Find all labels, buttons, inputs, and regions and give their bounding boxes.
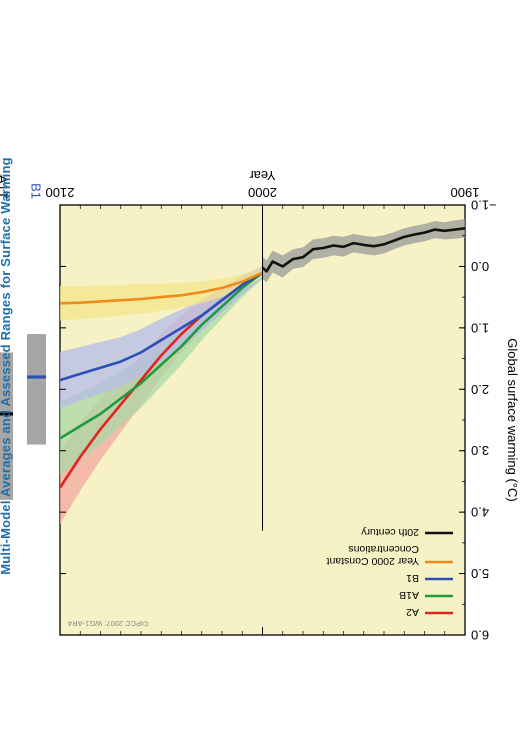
legend-label: Concentrations [348,543,419,555]
range-bar-a1t [0,352,13,500]
x-tick-label: 1900 [451,185,480,200]
band-b1 [60,266,263,409]
legend-label: 20th century [360,526,419,538]
y-tick-label: 4.0 [471,505,489,520]
legend-label: Year 2000 Constant [326,555,419,567]
range-label-b1: B1 [29,183,44,199]
legend-label: A2 [406,606,419,618]
legend-entry: B1 [406,572,453,584]
range-best-b1 [27,375,46,379]
line-a1b [59,271,264,440]
y-tick-label: 0.0 [471,259,489,274]
y-tick-label: 5.0 [471,566,489,581]
legend-label: A1B [399,589,419,601]
y-tick-label: 3.0 [471,443,489,458]
x-tick-label: 2000 [248,185,277,200]
line-20th-century [261,227,466,273]
legend-entry: A1B [399,589,453,601]
x-tick-label: 2100 [46,185,75,200]
likely-ranges-panel: B1A1TB2A1BA2A1FI [0,175,46,500]
band-year-2000-constant-concentrations [60,267,263,321]
range-bar-b1 [27,334,46,445]
y-tick-label: −1.0 [471,198,497,213]
y-tick-label: 1.0 [471,320,489,335]
range-best-a1t [0,412,13,416]
y-tick-label: 6.0 [471,628,489,643]
y-axis-label: Global surface warming (°C) [505,338,520,501]
line-year-2000-constant-concentrations [59,271,264,305]
chart-title: Multi-Model Averages and Assessed Ranges… [0,157,13,575]
legend-entry: A2 [406,606,453,618]
copyright-note: ©IPCC 2007: WG1-AR4 [68,619,149,628]
x-axis-label: Year [249,168,276,183]
legend-entry: 20th century [360,526,453,538]
y-tick-label: 2.0 [471,382,489,397]
legend-label: B1 [406,572,419,584]
range-label-a1t: A1T [0,175,11,199]
line-b1 [59,271,264,382]
